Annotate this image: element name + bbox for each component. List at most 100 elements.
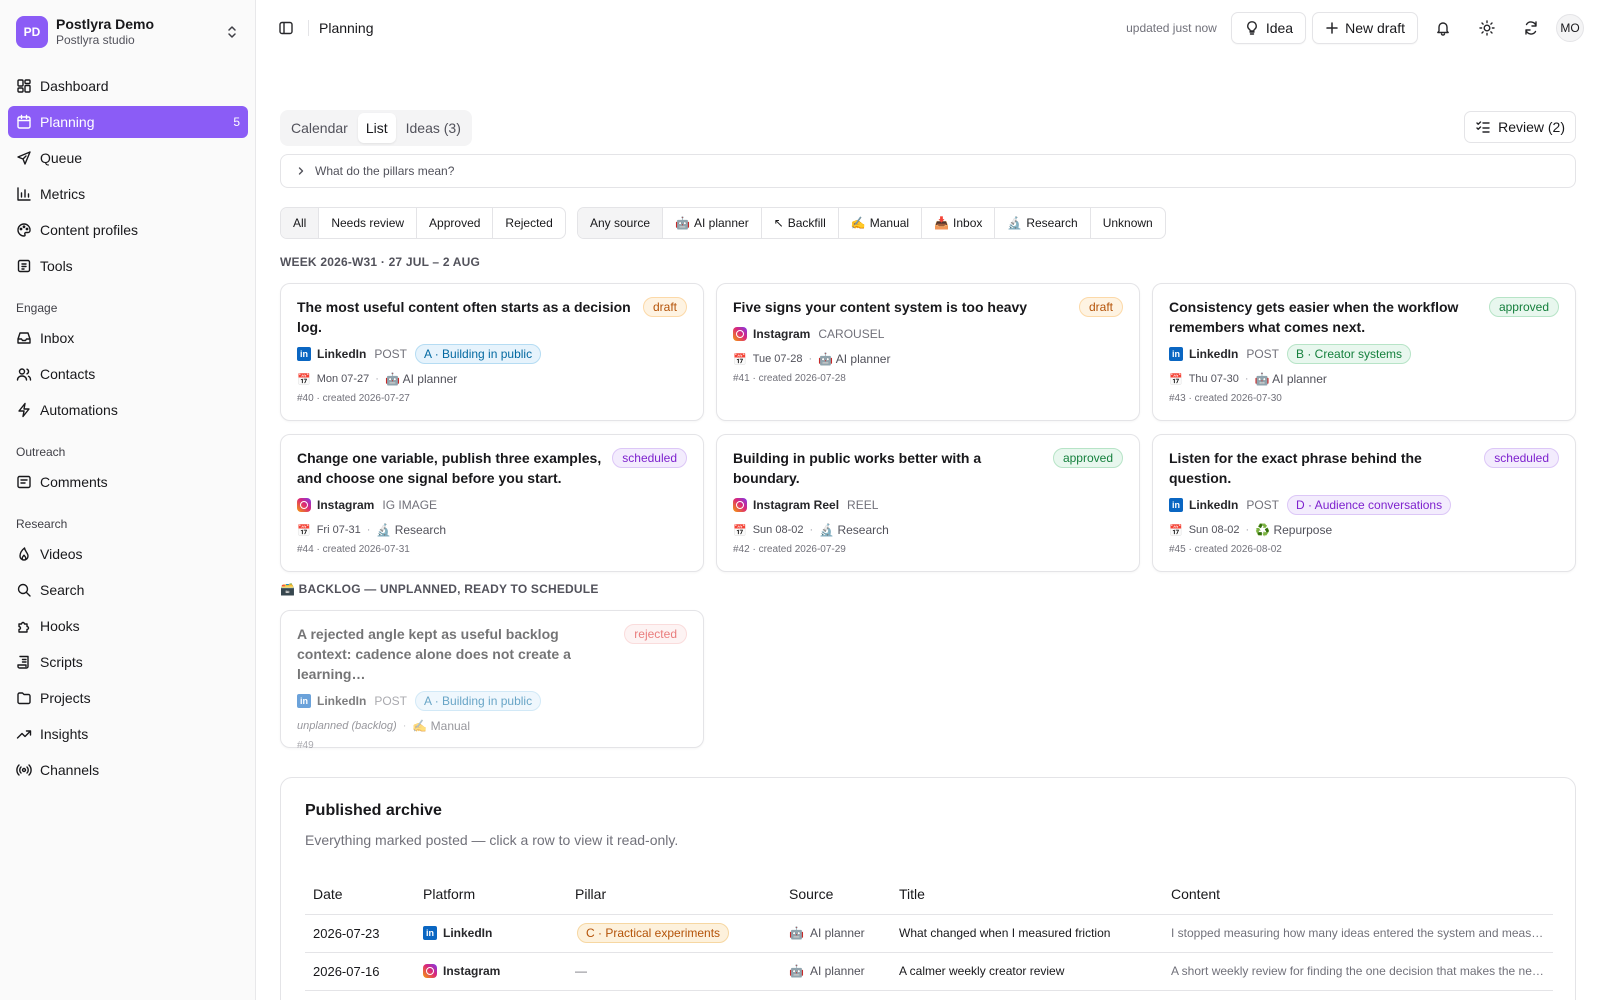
status-filter-rejected[interactable]: Rejected (505, 216, 553, 230)
source-filter-label: AI planner (693, 216, 749, 230)
source-filter-ai-planner[interactable]: 🤖 AI planner (663, 208, 762, 238)
sidebar-item-hooks[interactable]: Hooks (8, 610, 248, 642)
tab-list[interactable]: List (357, 113, 396, 143)
source-filter-inbox[interactable]: 📥 Inbox (922, 208, 996, 238)
source-emoji: 🤖 (675, 216, 690, 230)
pillar-badge: A · Building in public (415, 691, 542, 711)
content-card[interactable]: Listen for the exact phrase behind the q… (1152, 434, 1576, 572)
new-draft-button[interactable]: New draft (1312, 12, 1418, 44)
source-filter-label: Any source (590, 216, 651, 230)
table-row[interactable]: 2026-07-16 Instagram — 🤖 AI planner A calmer … (305, 952, 1553, 991)
content-card[interactable]: Building in public works better with a b… (716, 434, 1140, 572)
nav-group-label: Research (16, 517, 68, 531)
sidebar-item-scripts[interactable]: Scripts (8, 646, 248, 678)
instagram-icon (733, 498, 747, 512)
archive-header-row: Date Platform Pillar Source Title Content (305, 874, 1553, 915)
source-emoji: 🤖 (789, 964, 804, 978)
status-badge: scheduled (612, 448, 687, 468)
post-type: POST (1246, 498, 1280, 512)
content-card[interactable]: Five signs your content system is too he… (716, 283, 1140, 421)
source-emoji: 🔬 (1007, 216, 1023, 230)
source-filter-backfill[interactable]: ↖ Backfill (762, 208, 839, 238)
sidebar-item-metrics[interactable]: Metrics (8, 178, 248, 210)
sidebar-item-channels[interactable]: Channels (8, 754, 248, 786)
date-emoji-icon: 📅 (733, 524, 747, 537)
sidebar-item-dashboard[interactable]: Dashboard (8, 70, 248, 102)
user-avatar[interactable]: MO (1556, 14, 1584, 42)
source-filter-manual[interactable]: ✍️ Manual (839, 208, 923, 238)
content-card[interactable]: Change one variable, publish three examp… (280, 434, 704, 572)
separator-dot: · (809, 524, 814, 536)
sidebar-item-search[interactable]: Search (8, 574, 248, 606)
sidebar-item-inbox[interactable]: Inbox (8, 322, 248, 354)
linkedin-icon: in (1169, 347, 1183, 361)
source-filter-any-source[interactable]: Any source (578, 208, 664, 238)
sidebar-item-label: Videos (40, 546, 83, 562)
status-filter-all[interactable]: All (281, 208, 320, 238)
status-filter-approved[interactable]: Approved (417, 208, 494, 238)
table-row[interactable]: 2026-07-23 in LinkedIn C · Practical experi… (305, 914, 1553, 953)
sidebar-item-contacts[interactable]: Contacts (8, 358, 248, 390)
comment-icon (16, 474, 32, 490)
linkedin-icon: in (1169, 498, 1183, 512)
platform-name: LinkedIn (1189, 347, 1239, 361)
sidebar-item-queue[interactable]: Queue (8, 142, 248, 174)
dashboard-icon (16, 78, 32, 94)
content-card[interactable]: The most useful content often starts as … (280, 283, 704, 421)
review-label: Review (2) (1498, 119, 1565, 135)
sidebar-item-label: Content profiles (40, 222, 139, 238)
scroll-icon (16, 654, 32, 670)
sidebar-item-videos[interactable]: Videos (8, 538, 248, 570)
row-date: 2026-07-23 (305, 914, 415, 953)
sidebar-item-label: Queue (40, 150, 83, 166)
workspace-subtitle: Postlyra studio (56, 33, 135, 47)
sidebar-toggle-button[interactable] (272, 14, 300, 42)
separator-dot: · (808, 353, 813, 365)
review-button[interactable]: Review (2) (1464, 111, 1576, 143)
tab-calendar[interactable]: Calendar (291, 120, 348, 136)
nav-group-label: Outreach (16, 445, 66, 459)
theme-toggle-button[interactable] (1468, 12, 1506, 44)
lightbulb-icon (1246, 21, 1257, 35)
card-source: AI planner (402, 372, 458, 386)
sidebar-item-projects[interactable]: Projects (8, 682, 248, 714)
backlog-heading: 🗃️ BACKLOG — UNPLANNED, READY TO SCHEDUL… (280, 582, 599, 596)
row-platform: LinkedIn (443, 926, 493, 940)
platform-name: Instagram Reel (753, 498, 840, 512)
chevron-up-down-icon (228, 26, 236, 38)
separator-dot: · (375, 373, 379, 385)
source-filter-unknown[interactable]: Unknown (1091, 208, 1165, 238)
sidebar-item-automations[interactable]: Automations (8, 394, 248, 426)
scheduled-date: Thu 07-30 (1188, 373, 1239, 385)
sidebar-item-comments[interactable]: Comments (8, 466, 248, 498)
source-emoji: 📥 (934, 216, 950, 230)
sidebar-item-label: Tools (40, 258, 73, 274)
sidebar-item-content-profiles[interactable]: Content profiles (8, 214, 248, 246)
sidebar-item-label: Hooks (40, 618, 80, 634)
source-filter-label: Research (1026, 216, 1078, 230)
radio-icon (16, 762, 32, 778)
source-emoji: 🤖 (789, 926, 804, 940)
bar-chart-icon (16, 186, 32, 202)
sidebar-item-planning[interactable]: Planning 5 (8, 106, 248, 138)
sidebar-item-insights[interactable]: Insights (8, 718, 248, 750)
sidebar-item-label: Insights (40, 726, 89, 742)
content-card[interactable]: Consistency gets easier when the workflo… (1152, 283, 1576, 421)
column-header: Date (305, 874, 415, 915)
notifications-button[interactable] (1424, 12, 1462, 44)
scheduled-date: unplanned (backlog) (297, 720, 397, 732)
refresh-button[interactable] (1512, 12, 1550, 44)
source-filter-research[interactable]: 🔬 Research (995, 208, 1091, 238)
sidebar-item-tools[interactable]: Tools (8, 250, 248, 282)
row-content: I stopped measuring how many ideas enter… (1163, 914, 1553, 953)
pillar-badge: C · Practical experiments (577, 923, 730, 943)
source-filter-label: Unknown (1102, 216, 1153, 230)
source-emoji: 🔬 (376, 523, 392, 537)
content-card[interactable]: A rejected angle kept as useful backlog … (280, 610, 704, 751)
tab-ideas[interactable]: Ideas (3) (405, 120, 461, 136)
pillars-explainer-toggle[interactable]: What do the pillars mean? (280, 154, 1576, 188)
status-filter-needs-review[interactable]: Needs review (319, 208, 418, 238)
workspace-switcher[interactable]: PD Postlyra Demo Postlyra studio (8, 8, 248, 56)
idea-button[interactable]: Idea (1230, 12, 1307, 44)
scheduled-date: Tue 07-28 (752, 353, 803, 365)
